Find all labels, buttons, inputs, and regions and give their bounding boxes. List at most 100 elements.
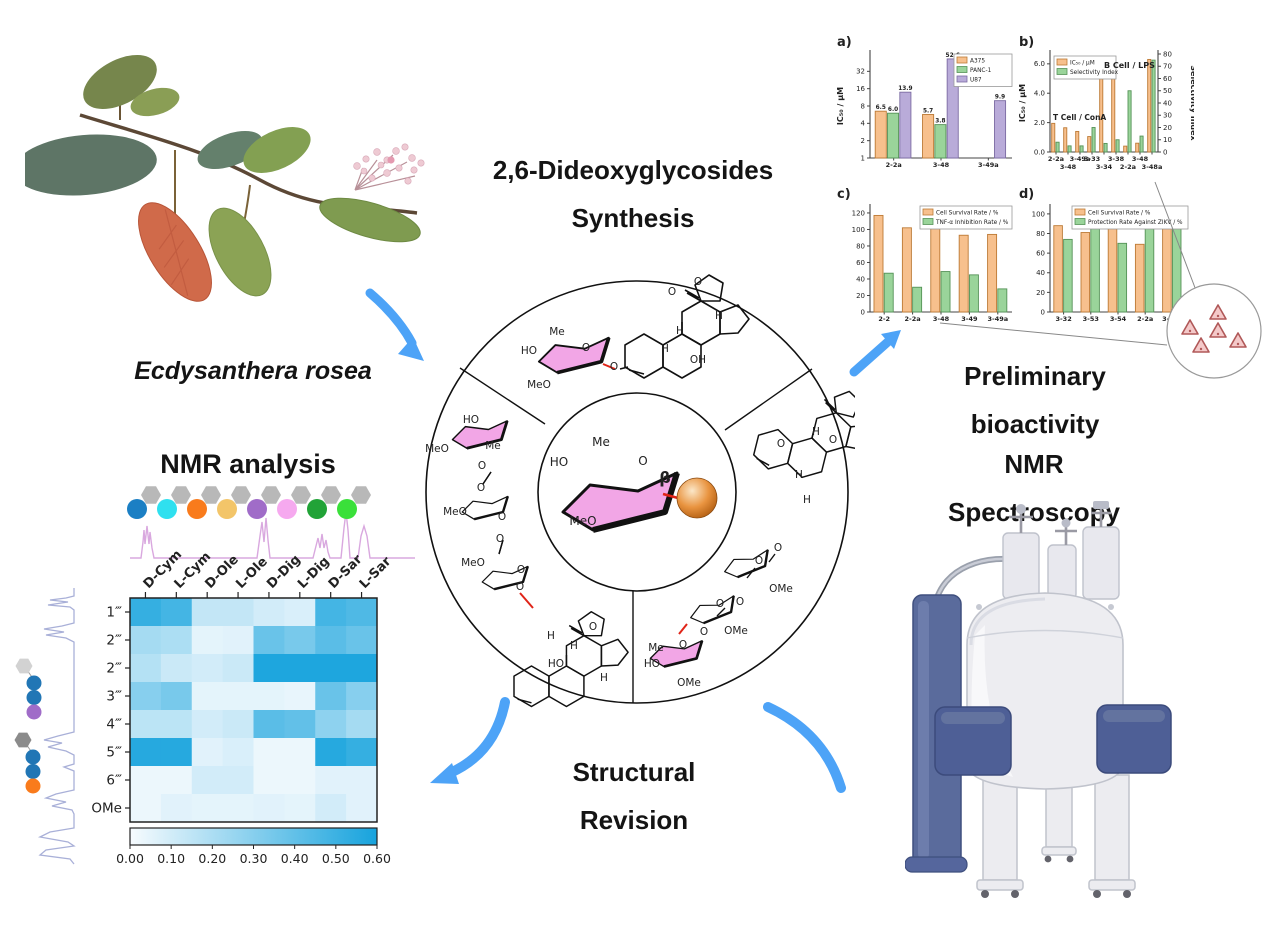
svg-text:OMe: OMe <box>724 625 748 637</box>
svg-text:2‴: 2‴ <box>106 661 122 677</box>
svg-text:O: O <box>694 276 702 288</box>
svg-text:MeO: MeO <box>527 379 551 391</box>
svg-text:3-49: 3-49 <box>961 315 978 323</box>
svg-text:80: 80 <box>1163 50 1172 58</box>
svg-text:Me: Me <box>592 435 610 449</box>
svg-text:3-49a: 3-49a <box>1070 155 1091 163</box>
svg-text:3-53: 3-53 <box>1083 315 1099 323</box>
svg-text:O: O <box>498 511 506 523</box>
oligosaccharide-glyphs <box>14 658 42 794</box>
svg-text:2: 2 <box>861 137 865 145</box>
svg-text:0.00: 0.00 <box>116 851 144 866</box>
svg-text:O: O <box>638 454 647 468</box>
nmr-analysis-figure: D-CymL-CymD-OleL-OleD-DigL-DigD-SarL-Sar… <box>14 486 415 866</box>
svg-text:20: 20 <box>1163 124 1172 132</box>
svg-text:TNF-α Inhibition Rate / %: TNF-α Inhibition Rate / % <box>935 220 1009 226</box>
svg-text:O: O <box>777 438 785 450</box>
svg-text:5.7: 5.7 <box>923 108 933 114</box>
svg-text:H: H <box>676 325 684 337</box>
svg-text:60: 60 <box>1163 75 1172 83</box>
svg-text:O: O <box>755 555 763 567</box>
svg-text:2‴: 2‴ <box>106 633 122 649</box>
svg-text:3-49a: 3-49a <box>987 315 1008 323</box>
svg-text:0.40: 0.40 <box>281 851 309 866</box>
arrow-spectrometer-swoosh <box>763 702 846 793</box>
svg-text:6.0: 6.0 <box>888 107 898 113</box>
svg-text:L-Sar: L-Sar <box>357 554 395 592</box>
svg-text:0: 0 <box>1163 148 1167 156</box>
svg-text:120: 120 <box>852 209 865 217</box>
svg-text:3-48: 3-48 <box>1060 163 1077 171</box>
svg-text:70: 70 <box>1163 63 1172 71</box>
svg-text:16: 16 <box>856 85 865 93</box>
svg-text:5‴: 5‴ <box>106 745 122 761</box>
svg-text:HO: HO <box>548 658 564 670</box>
svg-text:O: O <box>496 533 504 545</box>
svg-text:3-48a: 3-48a <box>1162 315 1183 323</box>
synthesis-title-line1: 2,6-Dideoxyglycosides <box>492 155 774 185</box>
svg-text:3-33: 3-33 <box>1084 155 1100 163</box>
svg-text:0.10: 0.10 <box>157 851 185 866</box>
svg-text:3-48: 3-48 <box>1132 155 1149 163</box>
svg-text:MeO: MeO <box>461 557 485 569</box>
svg-text:H: H <box>795 469 803 481</box>
svg-text:2-2a: 2-2a <box>1137 315 1153 323</box>
svg-text:3-48: 3-48 <box>933 315 950 323</box>
svg-text:Selectivity Index: Selectivity Index <box>1070 70 1119 76</box>
wheel-divider-lines <box>459 367 813 703</box>
svg-text:O: O <box>589 621 597 633</box>
structural-revision-label: Structural Revision <box>514 748 754 844</box>
svg-text:Cell Survival Rate / %: Cell Survival Rate / % <box>936 211 999 217</box>
h1-trace-horizontal <box>130 511 415 559</box>
svg-text:3-32: 3-32 <box>1055 315 1071 323</box>
svg-text:MeO: MeO <box>443 506 467 518</box>
svg-text:2-2a: 2-2a <box>1048 155 1064 163</box>
svg-text:6.0: 6.0 <box>1034 60 1045 68</box>
svg-text:13.9: 13.9 <box>898 86 912 92</box>
svg-text:2-2a: 2-2a <box>905 315 921 323</box>
species-label: Ecdysanthera rosea <box>134 357 372 385</box>
chart-d-zikv-protection: d) 0 20 40 60 80 100 3-32 3-53 3-54 2-2a 3-48a Cell … <box>1016 184 1194 334</box>
svg-text:Selectivity Index: Selectivity Index <box>1189 65 1194 141</box>
svg-text:PANC-1: PANC-1 <box>970 68 992 74</box>
svg-text:3-34: 3-34 <box>1096 163 1113 171</box>
svg-text:80: 80 <box>856 242 865 250</box>
svg-text:H: H <box>547 630 555 642</box>
svg-text:OH: OH <box>690 354 706 366</box>
svg-text:O: O <box>679 639 687 651</box>
svg-text:100: 100 <box>852 226 865 234</box>
svg-text:0.60: 0.60 <box>363 851 391 866</box>
svg-text:3-48: 3-48 <box>933 161 950 169</box>
svg-text:100: 100 <box>1032 210 1045 218</box>
svg-text:2-2a: 2-2a <box>886 161 902 169</box>
structural-line1: Structural <box>572 757 696 787</box>
arrow-plant-to-wheel <box>365 288 417 348</box>
svg-text:4‴: 4‴ <box>106 717 122 733</box>
svg-text:a): a) <box>837 35 852 50</box>
svg-text:0.0: 0.0 <box>1034 148 1045 156</box>
svg-text:O: O <box>478 460 486 472</box>
svg-text:Cell Survival Rate / %: Cell Survival Rate / % <box>1088 211 1151 217</box>
chart-a-ic50-cytotoxicity: a) 1 2 4 8 16 32 IC₅₀ / μM 2-2a 6.5 6.0 13.9 3-48 5.7… <box>834 32 1018 184</box>
svg-text:2-2: 2-2 <box>878 315 890 323</box>
svg-text:H: H <box>661 343 669 355</box>
svg-text:40: 40 <box>1163 99 1172 107</box>
svg-text:52.6: 52.6 <box>946 53 960 59</box>
bioactivity-label: Preliminary bioactivity <box>964 361 1106 440</box>
svg-text:0.20: 0.20 <box>198 851 226 866</box>
svg-text:O: O <box>774 542 782 554</box>
chart-b-immunosuppression: b) 0.0 2.0 4.0 6.0 0 10 20 30 40 50 60 70 80 IC₅₀ / μM… <box>1016 32 1194 184</box>
svg-text:3-49a: 3-49a <box>978 161 999 169</box>
svg-text:30: 30 <box>1163 112 1172 120</box>
svg-text:Me: Me <box>485 440 501 452</box>
svg-text:H: H <box>812 426 820 438</box>
svg-text:3.8: 3.8 <box>935 119 945 125</box>
svg-text:0.50: 0.50 <box>322 851 350 866</box>
svg-text:3-38: 3-38 <box>1108 155 1125 163</box>
svg-text:60: 60 <box>1036 250 1045 258</box>
svg-text:HO: HO <box>550 455 568 469</box>
aglycone-sphere <box>676 477 718 519</box>
